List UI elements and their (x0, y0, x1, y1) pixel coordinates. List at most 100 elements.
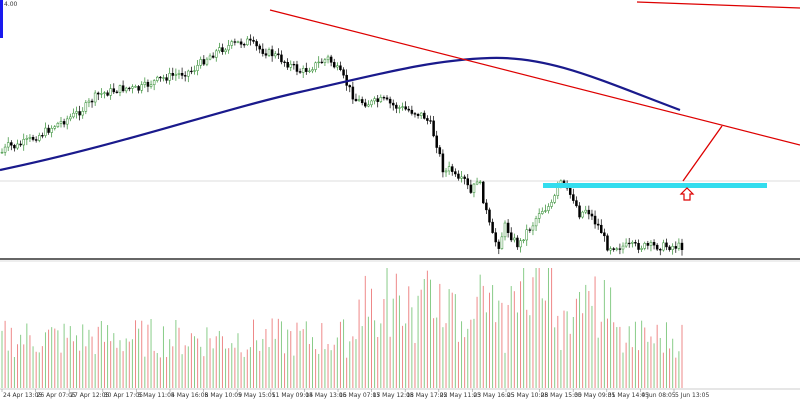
candle-body (69, 116, 72, 120)
candle-body (187, 70, 190, 77)
candle-body (65, 118, 69, 125)
candle-body (671, 246, 674, 250)
candle-body (258, 45, 261, 50)
time-tick-label: 27 Apr 12:05 (70, 392, 109, 399)
candle-body (637, 243, 640, 250)
candle-body (59, 121, 63, 124)
candle-body (432, 120, 435, 137)
candle-body (289, 63, 293, 68)
candle-body (308, 70, 311, 72)
candle-body (541, 211, 544, 214)
candle-body (28, 136, 32, 139)
candle-body (165, 77, 168, 81)
candle-body (199, 59, 202, 66)
candle-body (124, 87, 128, 92)
candle-body (25, 138, 29, 140)
time-tick-label: 4 May 16:05 (171, 392, 209, 399)
candle-body (398, 107, 401, 109)
candle-body (482, 181, 485, 204)
volume-bars (1, 268, 683, 388)
candle-body (643, 243, 646, 249)
candle-body (373, 98, 376, 102)
candle-body (121, 85, 125, 92)
candle-body (323, 59, 327, 63)
candle-body (627, 242, 631, 245)
candle-body (311, 69, 314, 72)
price-panel[interactable]: 4.00 (0, 0, 800, 258)
candle-body (509, 232, 513, 241)
candle-body (131, 86, 134, 89)
candle-body (376, 98, 379, 102)
projected-path (682, 125, 723, 182)
candle-body (615, 248, 619, 250)
candle-body (680, 242, 684, 250)
candle-body (109, 88, 112, 96)
candle-body (364, 102, 367, 107)
candle-body (401, 106, 404, 108)
candle-body (367, 104, 370, 107)
candle-body (193, 70, 196, 72)
candle-body (360, 99, 364, 104)
candle-body (674, 246, 678, 249)
candle-body (97, 92, 100, 95)
time-tick-label: 8 May 10:05 (205, 392, 243, 399)
left-scroll-marker[interactable] (0, 0, 3, 38)
candle-body (320, 61, 324, 64)
candle-body (230, 41, 234, 46)
candle-body (78, 111, 81, 116)
candle-body (503, 222, 507, 238)
candle-body (525, 229, 528, 241)
candle-body (180, 72, 184, 76)
candle-body (6, 142, 10, 148)
candle-body (177, 72, 181, 75)
candle-body (292, 63, 296, 66)
candle-body (137, 86, 140, 91)
candle-body (413, 113, 417, 115)
candle-body (100, 93, 103, 95)
price-panel-bg (0, 0, 800, 258)
volume-panel[interactable] (1, 268, 683, 388)
candle-body (280, 54, 283, 63)
candle-body (379, 97, 383, 102)
candle-body (603, 232, 606, 237)
time-tick-label: 28 May 15:05 (541, 392, 582, 399)
candle-body (478, 181, 482, 184)
candle-body (460, 176, 463, 179)
candle-body (326, 56, 330, 61)
candle-body (249, 38, 252, 41)
candle-body (218, 47, 221, 52)
candle-body (457, 173, 460, 179)
candle-body (444, 170, 448, 173)
time-tick-label: 24 Apr 13:05 (3, 392, 42, 399)
candle-body (75, 111, 78, 114)
candle-body (149, 84, 153, 87)
candle-body (19, 143, 22, 146)
candle-body (665, 242, 668, 248)
candle-body (246, 38, 249, 46)
candle-body (575, 200, 578, 207)
candle-body (357, 99, 361, 101)
candle-body (103, 92, 106, 94)
time-tick-label: 18 May 17:05 (406, 392, 447, 399)
candle-body (463, 176, 466, 179)
price-top-label: 4.00 (4, 1, 18, 8)
candle-body (314, 62, 317, 70)
candle-body (404, 106, 407, 110)
time-tick-label: 17 May 12:05 (373, 392, 414, 399)
candle-body (93, 92, 97, 103)
candle-body (298, 71, 302, 73)
candle-body (429, 120, 432, 122)
time-tick-label: 23 May 16:05 (473, 392, 514, 399)
candle-body (475, 181, 479, 185)
candle-body (50, 128, 53, 133)
candle-body (624, 242, 628, 247)
candlesticks (0, 34, 684, 256)
candle-body (34, 139, 38, 141)
candle-body (590, 213, 594, 217)
candle-body (208, 55, 212, 60)
candle-body (640, 248, 643, 250)
candle-body (606, 235, 609, 251)
candle-body (516, 237, 519, 248)
candle-body (438, 147, 442, 155)
